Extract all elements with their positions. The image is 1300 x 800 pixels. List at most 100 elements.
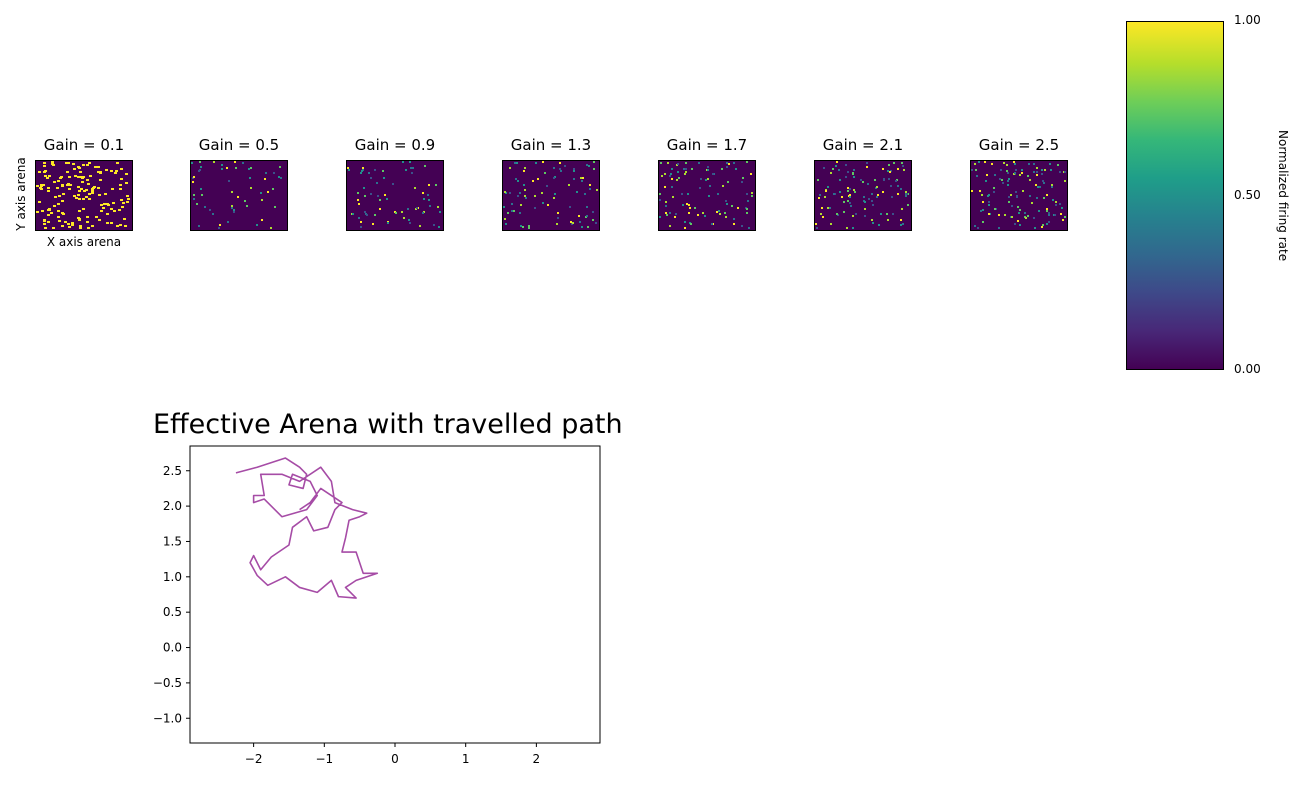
heatmap-title: Gain = 2.5 bbox=[978, 136, 1060, 154]
heatmap-cell bbox=[815, 223, 817, 225]
heatmap-cell bbox=[596, 189, 598, 191]
heatmap-cell bbox=[403, 217, 405, 219]
heatmap-cell bbox=[209, 209, 211, 211]
heatmap-cell bbox=[53, 205, 56, 207]
heatmap-cell bbox=[41, 210, 44, 212]
heatmap-cell bbox=[233, 211, 235, 213]
heatmap-cell bbox=[542, 161, 544, 163]
heatmap-cell bbox=[534, 207, 536, 209]
heatmap-cell bbox=[361, 170, 363, 172]
y-tick-label: −0.5 bbox=[153, 676, 182, 690]
heatmap-cell bbox=[193, 198, 195, 200]
heatmap-cell bbox=[902, 223, 904, 225]
heatmap-cell bbox=[681, 193, 683, 195]
heatmap-cell bbox=[687, 193, 689, 195]
heatmap-cell bbox=[843, 211, 845, 213]
heatmap-cell bbox=[988, 201, 990, 203]
heatmap-cell bbox=[1017, 206, 1019, 208]
heatmap-cell bbox=[977, 227, 979, 229]
heatmap-cell bbox=[221, 168, 223, 170]
heatmap-cell bbox=[433, 224, 435, 226]
heatmap-cell bbox=[50, 212, 53, 214]
heatmap-cell bbox=[65, 162, 68, 164]
heatmap-image bbox=[503, 161, 598, 229]
heatmap-cell bbox=[728, 163, 730, 165]
heatmap-cell bbox=[412, 167, 414, 169]
heatmap-cell bbox=[118, 209, 121, 211]
heatmap-cell bbox=[876, 186, 878, 188]
heatmap-cell bbox=[1029, 195, 1031, 197]
heatmap-cell bbox=[410, 167, 412, 169]
heatmap-cell bbox=[234, 161, 236, 163]
heatmap-cell bbox=[125, 182, 128, 184]
heatmap-cell bbox=[347, 167, 349, 169]
heatmap-cell bbox=[863, 196, 865, 198]
heatmap-cell bbox=[47, 214, 50, 216]
heatmap-cell bbox=[509, 167, 511, 169]
heatmap-panel bbox=[502, 160, 600, 231]
heatmap-cell bbox=[532, 180, 534, 182]
heatmap-cell bbox=[100, 204, 103, 206]
heatmap-cell bbox=[1046, 223, 1048, 225]
heatmap-cell bbox=[581, 226, 583, 228]
heatmap-cell bbox=[127, 198, 130, 200]
heatmap-cell bbox=[746, 208, 748, 210]
heatmap-cell bbox=[982, 221, 984, 223]
heatmap-cell bbox=[94, 166, 97, 168]
heatmap-cell bbox=[43, 162, 46, 164]
heatmap-cell bbox=[669, 212, 671, 214]
heatmap-cell bbox=[524, 189, 526, 191]
heatmap-cell bbox=[1007, 180, 1009, 182]
heatmap-cell bbox=[246, 205, 248, 207]
heatmap-cell bbox=[44, 227, 47, 229]
heatmap-cell bbox=[699, 187, 701, 189]
heatmap-cell bbox=[226, 167, 228, 169]
heatmap-cell bbox=[675, 213, 677, 215]
heatmap-cell bbox=[233, 209, 235, 211]
heatmap-cell bbox=[85, 196, 88, 198]
heatmap-cell bbox=[707, 178, 709, 180]
heatmap-cell bbox=[888, 164, 890, 166]
heatmap-cell bbox=[746, 161, 748, 163]
heatmap-cell bbox=[731, 205, 733, 207]
heatmap-cell bbox=[584, 193, 586, 195]
heatmap-cell bbox=[204, 206, 206, 208]
heatmap-cell bbox=[503, 206, 505, 208]
heatmap-cell bbox=[43, 165, 46, 167]
heatmap-cell bbox=[719, 213, 721, 215]
heatmap-cell bbox=[984, 161, 986, 163]
heatmap-cell bbox=[200, 166, 202, 168]
heatmap-cell bbox=[1007, 172, 1009, 174]
heatmap-cell bbox=[816, 227, 818, 229]
heatmap-cell bbox=[820, 213, 822, 215]
heatmap-cell bbox=[987, 195, 989, 197]
heatmap-cell bbox=[690, 223, 692, 225]
heatmap-cell bbox=[77, 166, 80, 168]
heatmap-cell bbox=[1043, 197, 1045, 199]
heatmap-cell bbox=[370, 177, 372, 179]
heatmap-cell bbox=[86, 179, 89, 181]
heatmap-cell bbox=[839, 179, 841, 181]
heatmap-cell bbox=[986, 174, 988, 176]
heatmap-cell bbox=[741, 181, 743, 183]
heatmap-cell bbox=[564, 165, 566, 167]
travelled-path-line bbox=[235, 457, 379, 599]
heatmap-cell bbox=[368, 172, 370, 174]
heatmap-cell bbox=[1033, 217, 1035, 219]
heatmap-cell bbox=[672, 196, 674, 198]
heatmap-cell bbox=[676, 179, 678, 181]
plot-frame bbox=[189, 445, 601, 744]
heatmap-cell bbox=[91, 190, 94, 192]
heatmap-cell bbox=[902, 165, 904, 167]
heatmap-cell bbox=[847, 171, 849, 173]
heatmap-cell bbox=[68, 188, 71, 190]
heatmap-cell bbox=[664, 186, 666, 188]
heatmap-cell bbox=[853, 169, 855, 171]
heatmap-cell bbox=[67, 223, 70, 225]
heatmap-cell bbox=[280, 177, 282, 179]
heatmap-cell bbox=[1059, 171, 1061, 173]
heatmap-cell bbox=[830, 172, 832, 174]
heatmap-cell bbox=[374, 214, 376, 216]
heatmap-cell bbox=[97, 171, 100, 173]
heatmap-cell bbox=[684, 221, 686, 223]
